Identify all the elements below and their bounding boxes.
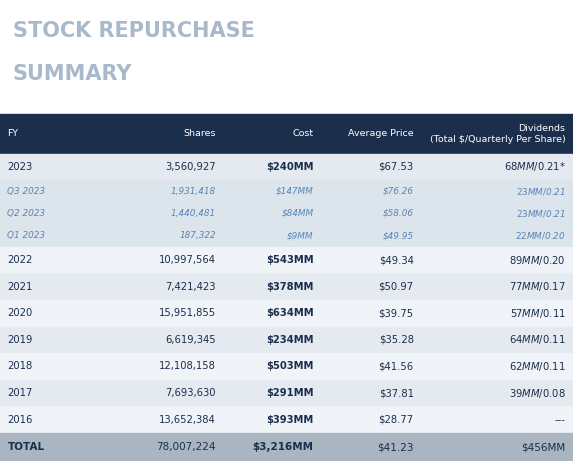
Text: $76.26: $76.26	[383, 187, 414, 196]
Text: 2017: 2017	[7, 388, 33, 398]
Bar	[0, 300, 573, 326]
Bar	[0, 433, 573, 461]
Text: $23MM/$0.21: $23MM/$0.21	[516, 186, 566, 197]
Text: $49.95: $49.95	[383, 231, 414, 240]
Bar	[0, 180, 573, 202]
Text: 10,997,564: 10,997,564	[159, 255, 216, 265]
Bar	[0, 114, 573, 154]
Text: $28.77: $28.77	[379, 415, 414, 425]
Text: $3,216MM: $3,216MM	[253, 442, 313, 452]
Text: $378MM: $378MM	[266, 282, 313, 292]
Text: $62MM/$0.11: $62MM/$0.11	[509, 360, 566, 373]
Text: $39.75: $39.75	[379, 308, 414, 318]
Text: $41.56: $41.56	[379, 361, 414, 372]
Text: SUMMARY: SUMMARY	[13, 64, 132, 83]
Text: TOTAL: TOTAL	[7, 442, 45, 452]
Text: 2021: 2021	[7, 282, 33, 292]
Bar	[0, 407, 573, 433]
Text: $23MM/$0.21: $23MM/$0.21	[516, 208, 566, 219]
Text: $68MM/$0.21*: $68MM/$0.21*	[504, 160, 566, 173]
Text: 78,007,224: 78,007,224	[156, 442, 216, 452]
Text: $89MM/$0.20: $89MM/$0.20	[509, 254, 566, 266]
Text: 2023: 2023	[7, 162, 33, 172]
Text: FY: FY	[7, 130, 18, 138]
Text: $58.06: $58.06	[383, 209, 414, 218]
Text: $22MM/$0.20: $22MM/$0.20	[515, 230, 566, 241]
Bar	[0, 353, 573, 380]
Text: $49.34: $49.34	[379, 255, 414, 265]
Text: 2022: 2022	[7, 255, 33, 265]
Text: ---: ---	[555, 415, 566, 425]
Text: 13,652,384: 13,652,384	[159, 415, 216, 425]
Bar	[0, 154, 573, 180]
Text: 15,951,855: 15,951,855	[159, 308, 216, 318]
Text: $456MM: $456MM	[521, 442, 566, 452]
Text: $35.28: $35.28	[379, 335, 414, 345]
Bar	[0, 247, 573, 273]
Text: Average Price: Average Price	[348, 130, 414, 138]
Text: Shares: Shares	[183, 130, 216, 138]
Text: 7,693,630: 7,693,630	[166, 388, 216, 398]
Text: $77MM/$0.17: $77MM/$0.17	[509, 280, 566, 293]
Text: 2016: 2016	[7, 415, 33, 425]
Text: $41.23: $41.23	[377, 442, 414, 452]
Text: $57MM/$0.11: $57MM/$0.11	[509, 307, 566, 320]
Bar	[0, 202, 573, 225]
Text: $291MM: $291MM	[266, 388, 313, 398]
Text: $84MM: $84MM	[281, 209, 313, 218]
Text: $37.81: $37.81	[379, 388, 414, 398]
Text: $147MM: $147MM	[276, 187, 313, 196]
Text: $503MM: $503MM	[266, 361, 313, 372]
Text: $634MM: $634MM	[266, 308, 313, 318]
Bar	[0, 326, 573, 353]
Text: Q1 2023: Q1 2023	[7, 231, 45, 240]
Text: $543MM: $543MM	[266, 255, 313, 265]
Text: Q3 2023: Q3 2023	[7, 187, 45, 196]
Text: Dividends
(Total $/Quarterly Per Share): Dividends (Total $/Quarterly Per Share)	[430, 124, 566, 144]
Text: 187,322: 187,322	[179, 231, 216, 240]
Text: Q2 2023: Q2 2023	[7, 209, 45, 218]
Text: $67.53: $67.53	[379, 162, 414, 172]
Text: $234MM: $234MM	[266, 335, 313, 345]
Text: $393MM: $393MM	[266, 415, 313, 425]
Text: 6,619,345: 6,619,345	[166, 335, 216, 345]
Text: Cost: Cost	[292, 130, 313, 138]
Text: $39MM/$0.08: $39MM/$0.08	[509, 387, 566, 400]
Text: 2019: 2019	[7, 335, 33, 345]
Text: $50.97: $50.97	[379, 282, 414, 292]
Text: 2020: 2020	[7, 308, 33, 318]
Bar	[0, 380, 573, 407]
Text: 2018: 2018	[7, 361, 33, 372]
Bar	[0, 273, 573, 300]
Text: STOCK REPURCHASE: STOCK REPURCHASE	[13, 21, 254, 41]
Text: $9MM: $9MM	[287, 231, 313, 240]
Bar	[0, 225, 573, 247]
Text: 1,931,418: 1,931,418	[171, 187, 216, 196]
Text: $64MM/$0.11: $64MM/$0.11	[509, 333, 566, 346]
Text: 12,108,158: 12,108,158	[159, 361, 216, 372]
Text: 7,421,423: 7,421,423	[166, 282, 216, 292]
Text: 3,560,927: 3,560,927	[166, 162, 216, 172]
Text: $240MM: $240MM	[266, 162, 313, 172]
Text: 1,440,481: 1,440,481	[171, 209, 216, 218]
